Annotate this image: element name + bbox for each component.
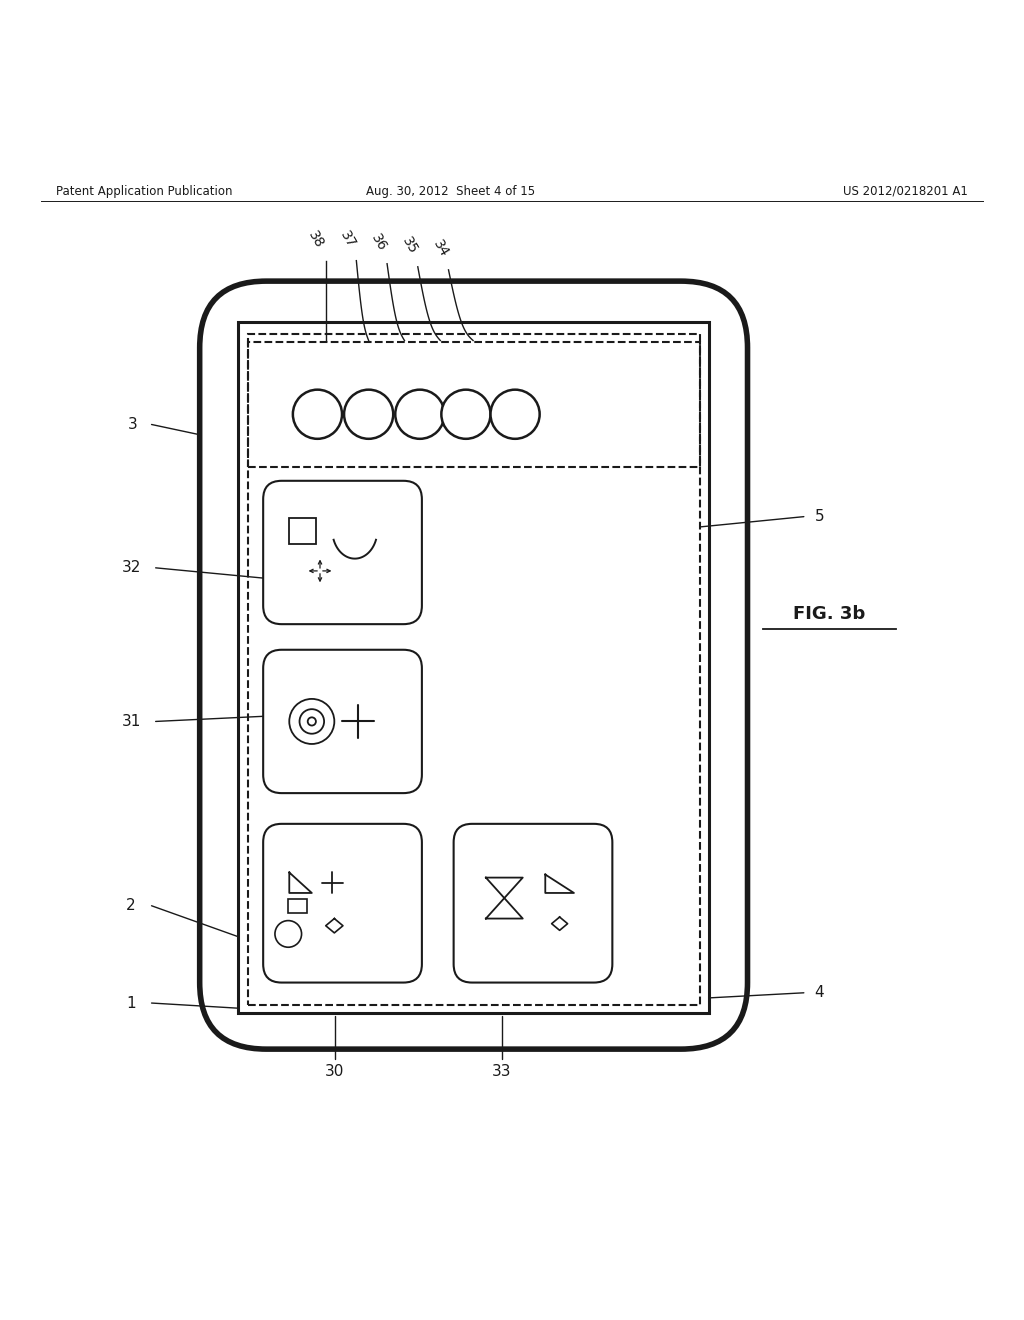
Bar [248,342,700,467]
FancyBboxPatch shape [263,824,422,982]
Circle shape [293,389,342,438]
Bar [248,334,700,1005]
Text: FIG. 3b: FIG. 3b [794,605,865,623]
Bar [290,517,316,544]
Circle shape [395,389,444,438]
FancyBboxPatch shape [263,480,422,624]
Circle shape [344,389,393,438]
Text: 30: 30 [326,1064,344,1080]
Bar [238,322,709,1014]
Text: 2: 2 [126,898,136,913]
FancyBboxPatch shape [200,281,748,1049]
Text: 4: 4 [814,985,824,1001]
Text: 35: 35 [399,235,420,256]
Text: 33: 33 [492,1064,512,1080]
Text: 32: 32 [122,560,140,576]
Text: Aug. 30, 2012  Sheet 4 of 15: Aug. 30, 2012 Sheet 4 of 15 [366,185,536,198]
Text: 3: 3 [128,417,138,432]
Text: 1: 1 [126,995,136,1011]
Text: 34: 34 [430,238,451,260]
Bar [289,899,307,913]
Circle shape [490,389,540,438]
FancyBboxPatch shape [454,824,612,982]
Text: 38: 38 [305,228,326,251]
FancyBboxPatch shape [263,649,422,793]
Text: Patent Application Publication: Patent Application Publication [56,185,232,198]
Text: 36: 36 [369,231,389,253]
Text: 5: 5 [814,510,824,524]
Text: 37: 37 [338,228,358,251]
Text: 31: 31 [122,714,140,729]
Text: US 2012/0218201 A1: US 2012/0218201 A1 [843,185,968,198]
Circle shape [441,389,490,438]
